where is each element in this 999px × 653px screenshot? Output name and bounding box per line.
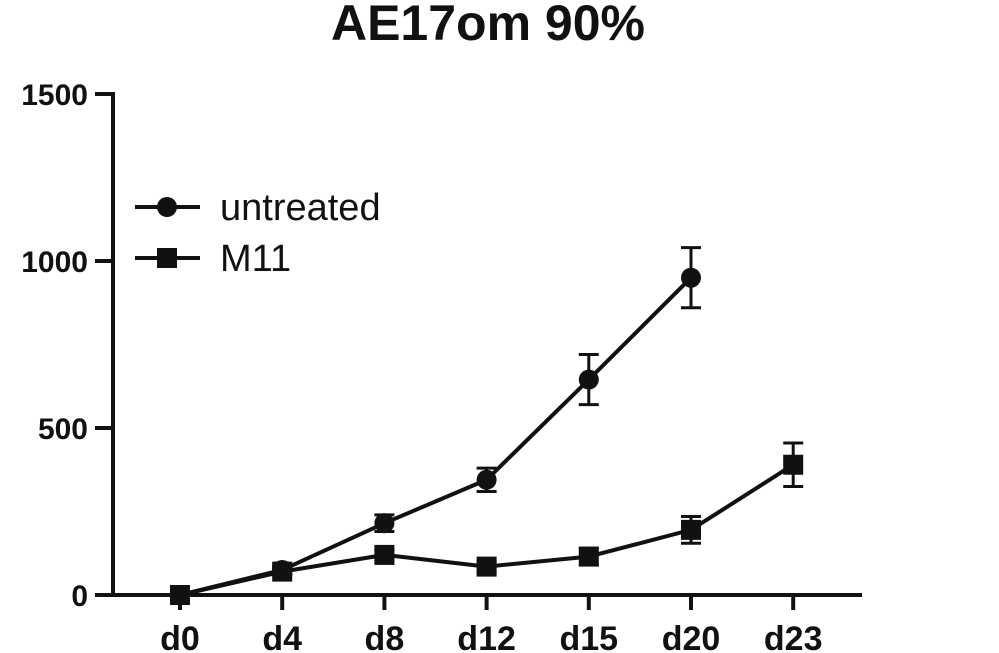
data-point-square (272, 561, 293, 582)
legend-marker-circle (157, 197, 177, 217)
x-tick-label: d4 (262, 620, 302, 653)
x-tick-label: d15 (560, 620, 619, 653)
y-tick-label: 0 (71, 580, 88, 613)
x-tick-label: d20 (662, 620, 721, 653)
legend-label-untreated: untreated (220, 187, 381, 229)
series-untreated (170, 246, 701, 605)
data-point-circle (681, 267, 701, 288)
legend-item-m11: M11 (135, 238, 291, 280)
x-tick-label: d8 (365, 620, 405, 653)
data-point-square (170, 585, 190, 605)
series-line-untreated (179, 276, 693, 597)
data-point-square (578, 546, 599, 567)
x-tick-label: d0 (160, 620, 200, 653)
data-point-circle (476, 469, 497, 490)
data-point-square (783, 454, 804, 475)
legend-label-m11: M11 (220, 238, 291, 280)
data-point-square (476, 556, 497, 577)
chart-title: AE17om 90% (331, 0, 645, 51)
series-layer (170, 246, 804, 605)
legend: untreated M11 (135, 187, 381, 280)
x-tick-label: d23 (764, 620, 823, 653)
y-tick-label: 1000 (21, 246, 88, 279)
x-axis-ticks: d0 d4 d8 d12 d15 d20 d23 (160, 595, 822, 653)
legend-marker-square (157, 248, 177, 268)
y-axis-ticks: 0 500 1000 1500 (21, 79, 113, 613)
legend-item-untreated: untreated (135, 187, 381, 229)
data-point-square (681, 519, 701, 540)
y-tick-label: 1500 (21, 79, 88, 112)
data-point-circle (578, 369, 599, 390)
data-point-circle (374, 513, 395, 534)
series-m11 (170, 441, 804, 605)
data-point-square (374, 544, 395, 565)
x-tick-label: d12 (457, 620, 516, 653)
y-tick-label: 500 (38, 413, 88, 446)
